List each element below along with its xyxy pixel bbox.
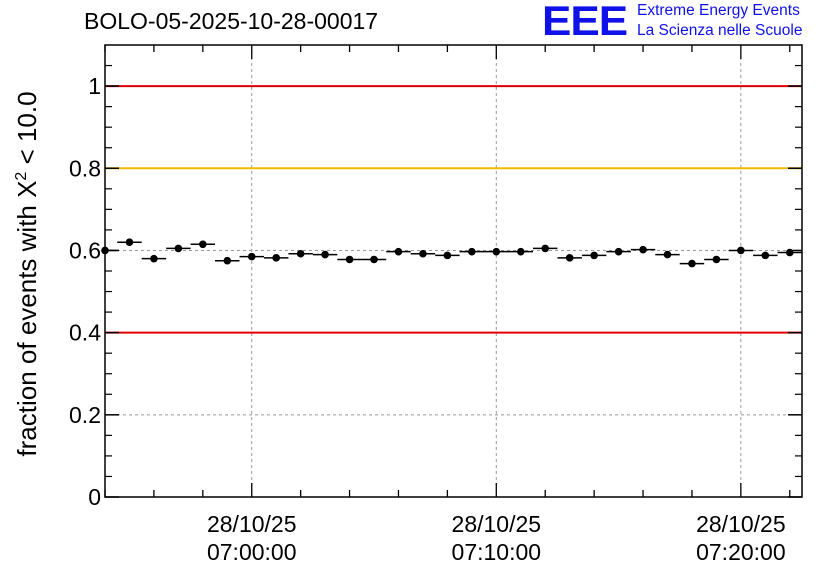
logo-mark: EEE bbox=[542, 0, 628, 45]
data-points bbox=[101, 238, 802, 268]
data-point bbox=[761, 251, 770, 260]
x-tick-label-time: 07:10:00 bbox=[452, 539, 542, 565]
chart-title: BOLO-05-2025-10-28-00017 bbox=[84, 8, 379, 34]
grid-layer bbox=[105, 45, 802, 497]
data-point bbox=[394, 247, 403, 256]
data-point bbox=[565, 254, 574, 262]
data-point bbox=[541, 244, 550, 253]
data-point bbox=[468, 247, 476, 256]
data-point bbox=[272, 254, 280, 262]
data-point bbox=[296, 249, 305, 258]
data-point bbox=[590, 251, 598, 260]
data-point bbox=[223, 256, 232, 265]
logo-subtitle-1: Extreme Energy Events bbox=[637, 2, 800, 19]
y-tick-label: 0.8 bbox=[69, 155, 101, 181]
data-point bbox=[150, 254, 158, 263]
data-point bbox=[492, 247, 501, 256]
data-point bbox=[321, 250, 329, 259]
y-tick-label: 0.6 bbox=[69, 237, 101, 263]
data-point bbox=[516, 247, 525, 256]
x-tick-label-date: 28/10/25 bbox=[452, 511, 542, 537]
y-axis-label: fraction of events with X2 < 10.0 bbox=[12, 91, 42, 456]
x-tick-label-date: 28/10/25 bbox=[696, 511, 786, 537]
y-tick-label: 0.2 bbox=[69, 402, 101, 428]
data-point bbox=[443, 251, 452, 260]
data-point bbox=[712, 255, 721, 264]
data-point bbox=[737, 246, 745, 255]
data-point bbox=[247, 252, 256, 261]
y-tick-label: 0.4 bbox=[69, 320, 101, 346]
data-point bbox=[419, 249, 427, 258]
axes: 00.20.40.60.8128/10/2507:00:0028/10/2507… bbox=[69, 45, 802, 565]
data-point bbox=[345, 255, 354, 264]
data-point bbox=[663, 250, 672, 259]
x-tick-label-time: 07:00:00 bbox=[207, 539, 297, 565]
data-point bbox=[639, 245, 647, 254]
data-point bbox=[125, 238, 134, 247]
logo-subtitle-2: La Scienza nelle Scuole bbox=[637, 22, 803, 39]
x-tick-label-time: 07:20:00 bbox=[696, 539, 786, 565]
y-tick-label: 0 bbox=[88, 484, 101, 510]
data-point bbox=[174, 244, 183, 253]
data-point bbox=[370, 255, 378, 264]
reference-lines bbox=[105, 85, 802, 334]
x-tick-label-date: 28/10/25 bbox=[207, 511, 297, 537]
data-point bbox=[614, 247, 623, 256]
y-tick-label: 1 bbox=[88, 73, 101, 99]
data-point bbox=[688, 259, 696, 268]
plot-frame bbox=[104, 44, 803, 498]
data-point bbox=[199, 240, 207, 249]
